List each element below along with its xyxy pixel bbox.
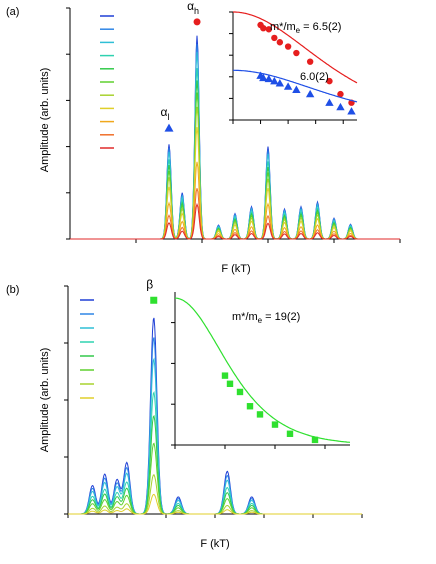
inset-data-point [256, 411, 264, 418]
peak-label-sub: h [194, 6, 199, 16]
inset-data-point [260, 25, 267, 32]
inset-data-point [325, 98, 334, 106]
b-main-series-028K [68, 493, 362, 515]
panel-b-xlabel: F (kT) [200, 538, 229, 550]
inset-data-point [221, 372, 229, 379]
inset-data-point [337, 90, 344, 98]
peak-label-symbol: α [161, 105, 168, 119]
inset-annotation-sub: e [258, 316, 263, 325]
inset-data-point [265, 26, 273, 33]
inset-background [233, 12, 357, 120]
inset-data-point [246, 403, 254, 410]
panel-b-label: (b) [6, 284, 19, 296]
inset-data-point [311, 436, 319, 444]
inset-data-point [347, 107, 356, 115]
inset-fit-curve [233, 69, 358, 103]
peak-marker-triangle [164, 123, 174, 132]
panel-a-xlabel: F (kT) [221, 263, 250, 275]
panel-a-label: (a) [6, 6, 19, 18]
inset-data-point [336, 102, 345, 111]
inset-data-point [305, 89, 315, 98]
inset-annotation-main: 6.0(2) [300, 71, 329, 83]
panel-a-ylabel: Amplitude (arb. units) [39, 68, 51, 173]
inset-annotation-main: m*/m [270, 21, 296, 33]
panel-a-plot [66, 7, 401, 243]
inset-data-point [271, 34, 278, 42]
inset-fit-curve [174, 297, 351, 443]
panel-b-ylabel: Amplitude (arb. units) [39, 348, 51, 453]
panel-b-inset: m*/me = 19(2) [171, 292, 351, 449]
peak-marker-square [150, 296, 158, 304]
panel-a-inset: m*/me = 6.5(2) 6.0(2) [229, 11, 358, 124]
peak-label: β [146, 277, 153, 291]
inset-data-point [326, 77, 333, 85]
inset-annotation-end: = 6.5(2) [300, 21, 341, 33]
inset-data-point [293, 49, 300, 57]
panel-b-peak-labels: β [146, 277, 158, 304]
inset-data-point [286, 430, 294, 437]
inset-annotation-main: m*/m [232, 311, 258, 323]
a-main-series-043K [70, 202, 400, 240]
inset-annotation-end: = 19(2) [262, 311, 300, 323]
inset-data-point [264, 74, 274, 83]
inset-data-point [226, 380, 234, 387]
inset-annotation: m*/me = 19(2) [232, 311, 300, 325]
peak-label-symbol: α [187, 0, 194, 13]
peak-label: αl [161, 105, 170, 122]
inset-annotation: m*/me = 6.5(2) [270, 21, 341, 35]
peak-label-symbol: β [146, 277, 153, 291]
inset-data-point [283, 82, 293, 90]
panel-b: (b) Amplitude (arb. units) F (kT) β m*/m… [6, 277, 363, 550]
inset-data-point [259, 73, 268, 82]
inset-data-point [270, 76, 279, 85]
peak-marker-circle [193, 18, 201, 26]
inset-fit-curve [233, 11, 358, 84]
inset-data-point [275, 79, 285, 87]
peak-label-sub: l [167, 112, 169, 122]
inset-data-point [276, 39, 284, 46]
inset-data-point [284, 43, 292, 50]
panel-b-legend [80, 299, 94, 399]
peak-label: αh [187, 0, 199, 16]
panel-a-legend [100, 15, 114, 149]
inset-data-point [271, 421, 279, 428]
inset-data-point [236, 388, 244, 396]
inset-annotation: 6.0(2) [300, 71, 329, 83]
b-main-series-023K [68, 474, 362, 515]
inset-annotation-sub: e [296, 26, 301, 35]
panel-b-plot [64, 285, 363, 518]
inset-data-point [292, 85, 301, 93]
inset-background [175, 292, 350, 445]
inset-data-point [306, 58, 314, 65]
